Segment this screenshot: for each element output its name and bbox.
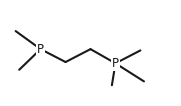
Text: P: P <box>37 43 44 56</box>
Text: P: P <box>112 57 119 70</box>
